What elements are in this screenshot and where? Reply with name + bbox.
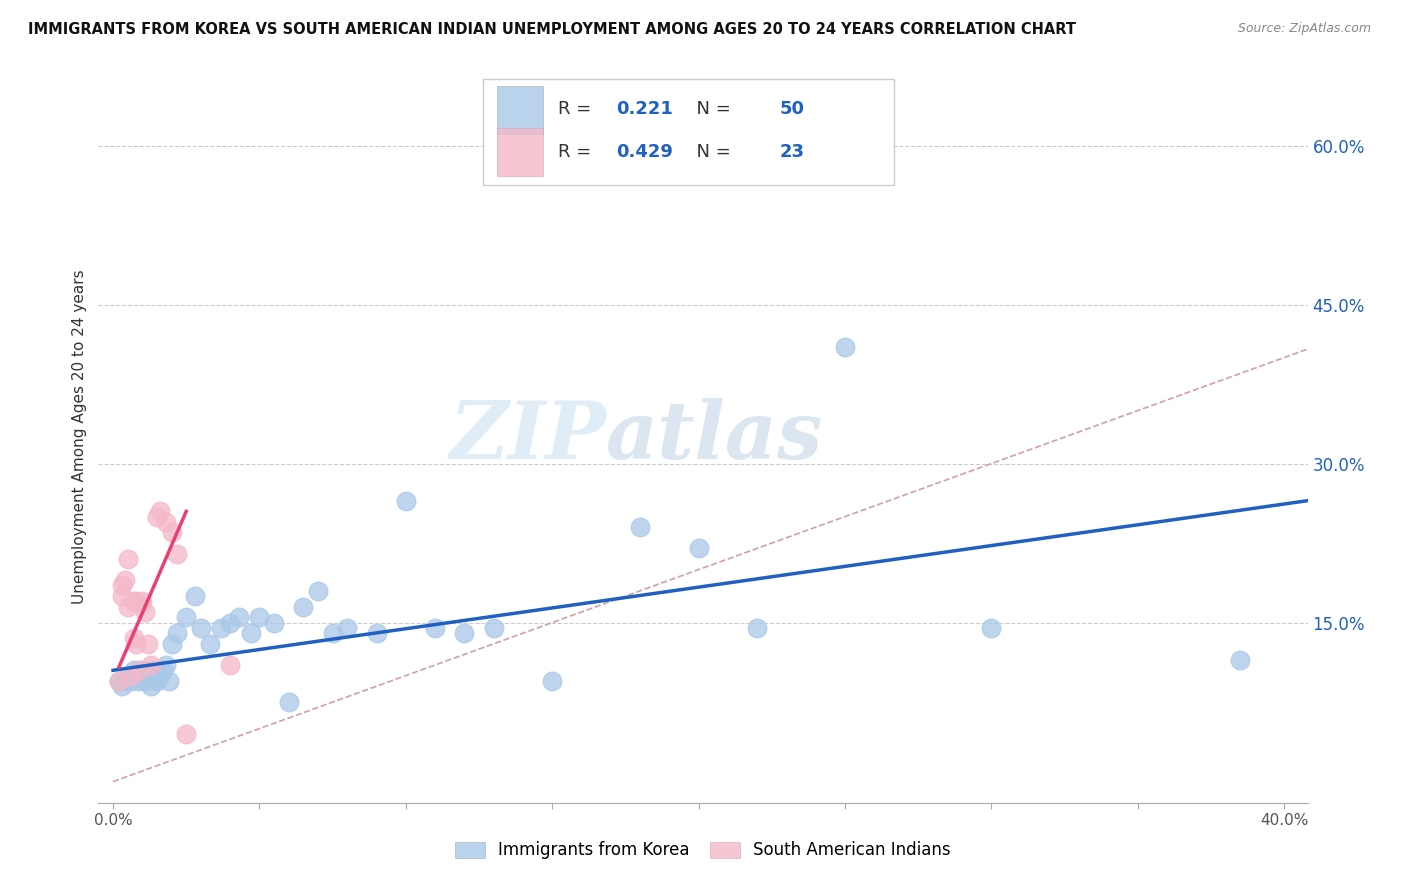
- Text: N =: N =: [685, 101, 737, 119]
- Point: [174, 610, 197, 624]
- Text: R =: R =: [558, 101, 598, 119]
- Point: [120, 673, 142, 688]
- Point: [219, 615, 242, 630]
- Point: [277, 695, 299, 709]
- Point: [120, 668, 142, 682]
- Text: 50: 50: [779, 101, 804, 119]
- Point: [307, 583, 329, 598]
- Point: [111, 679, 134, 693]
- Text: IMMIGRANTS FROM KOREA VS SOUTH AMERICAN INDIAN UNEMPLOYMENT AMONG AGES 20 TO 24 : IMMIGRANTS FROM KOREA VS SOUTH AMERICAN …: [28, 22, 1076, 37]
- Point: [117, 552, 139, 566]
- Text: 0.429: 0.429: [616, 143, 673, 161]
- Point: [134, 605, 156, 619]
- Point: [125, 594, 148, 608]
- Point: [143, 663, 166, 677]
- Point: [146, 673, 169, 688]
- Point: [114, 573, 136, 587]
- Point: [125, 668, 148, 682]
- Point: [155, 515, 177, 529]
- Point: [249, 610, 271, 624]
- Point: [336, 621, 359, 635]
- Point: [122, 663, 145, 677]
- Point: [128, 673, 150, 688]
- Legend: Immigrants from Korea, South American Indians: Immigrants from Korea, South American In…: [447, 833, 959, 868]
- Point: [149, 668, 172, 682]
- Point: [198, 637, 221, 651]
- Point: [136, 637, 159, 651]
- Point: [139, 679, 162, 693]
- Point: [139, 668, 162, 682]
- Point: [125, 637, 148, 651]
- Point: [139, 658, 162, 673]
- Point: [122, 632, 145, 646]
- Point: [157, 673, 180, 688]
- Point: [149, 504, 172, 518]
- Point: [166, 626, 188, 640]
- Point: [160, 637, 183, 651]
- Point: [1229, 653, 1251, 667]
- Y-axis label: Unemployment Among Ages 20 to 24 years: Unemployment Among Ages 20 to 24 years: [72, 269, 87, 605]
- Point: [980, 621, 1002, 635]
- Text: Source: ZipAtlas.com: Source: ZipAtlas.com: [1237, 22, 1371, 36]
- Point: [747, 621, 769, 635]
- Point: [131, 594, 153, 608]
- Point: [136, 668, 159, 682]
- Point: [190, 621, 212, 635]
- Text: ZIP: ZIP: [450, 399, 606, 475]
- Point: [228, 610, 250, 624]
- Point: [108, 673, 131, 688]
- Point: [263, 615, 285, 630]
- Point: [111, 589, 134, 603]
- Point: [541, 673, 564, 688]
- Point: [482, 621, 505, 635]
- Point: [322, 626, 344, 640]
- Point: [366, 626, 388, 640]
- Point: [174, 727, 197, 741]
- FancyBboxPatch shape: [482, 78, 894, 185]
- Point: [114, 673, 136, 688]
- Point: [117, 599, 139, 614]
- Point: [395, 493, 418, 508]
- Point: [423, 621, 446, 635]
- Point: [160, 525, 183, 540]
- Point: [152, 663, 174, 677]
- Text: atlas: atlas: [606, 399, 824, 475]
- Point: [239, 626, 262, 640]
- Point: [453, 626, 475, 640]
- Point: [155, 658, 177, 673]
- FancyBboxPatch shape: [498, 86, 543, 134]
- Point: [628, 520, 651, 534]
- Point: [122, 594, 145, 608]
- Point: [117, 668, 139, 682]
- Point: [131, 668, 153, 682]
- Point: [128, 663, 150, 677]
- Point: [111, 578, 134, 592]
- Point: [166, 547, 188, 561]
- Text: 0.221: 0.221: [616, 101, 673, 119]
- Text: N =: N =: [685, 143, 737, 161]
- Text: 23: 23: [779, 143, 804, 161]
- Point: [108, 673, 131, 688]
- Point: [209, 621, 232, 635]
- Text: R =: R =: [558, 143, 598, 161]
- Point: [688, 541, 710, 556]
- FancyBboxPatch shape: [498, 128, 543, 176]
- Point: [131, 663, 153, 677]
- Point: [292, 599, 315, 614]
- Point: [555, 128, 578, 142]
- Point: [134, 673, 156, 688]
- Point: [146, 509, 169, 524]
- Point: [184, 589, 207, 603]
- Point: [834, 340, 856, 354]
- Point: [219, 658, 242, 673]
